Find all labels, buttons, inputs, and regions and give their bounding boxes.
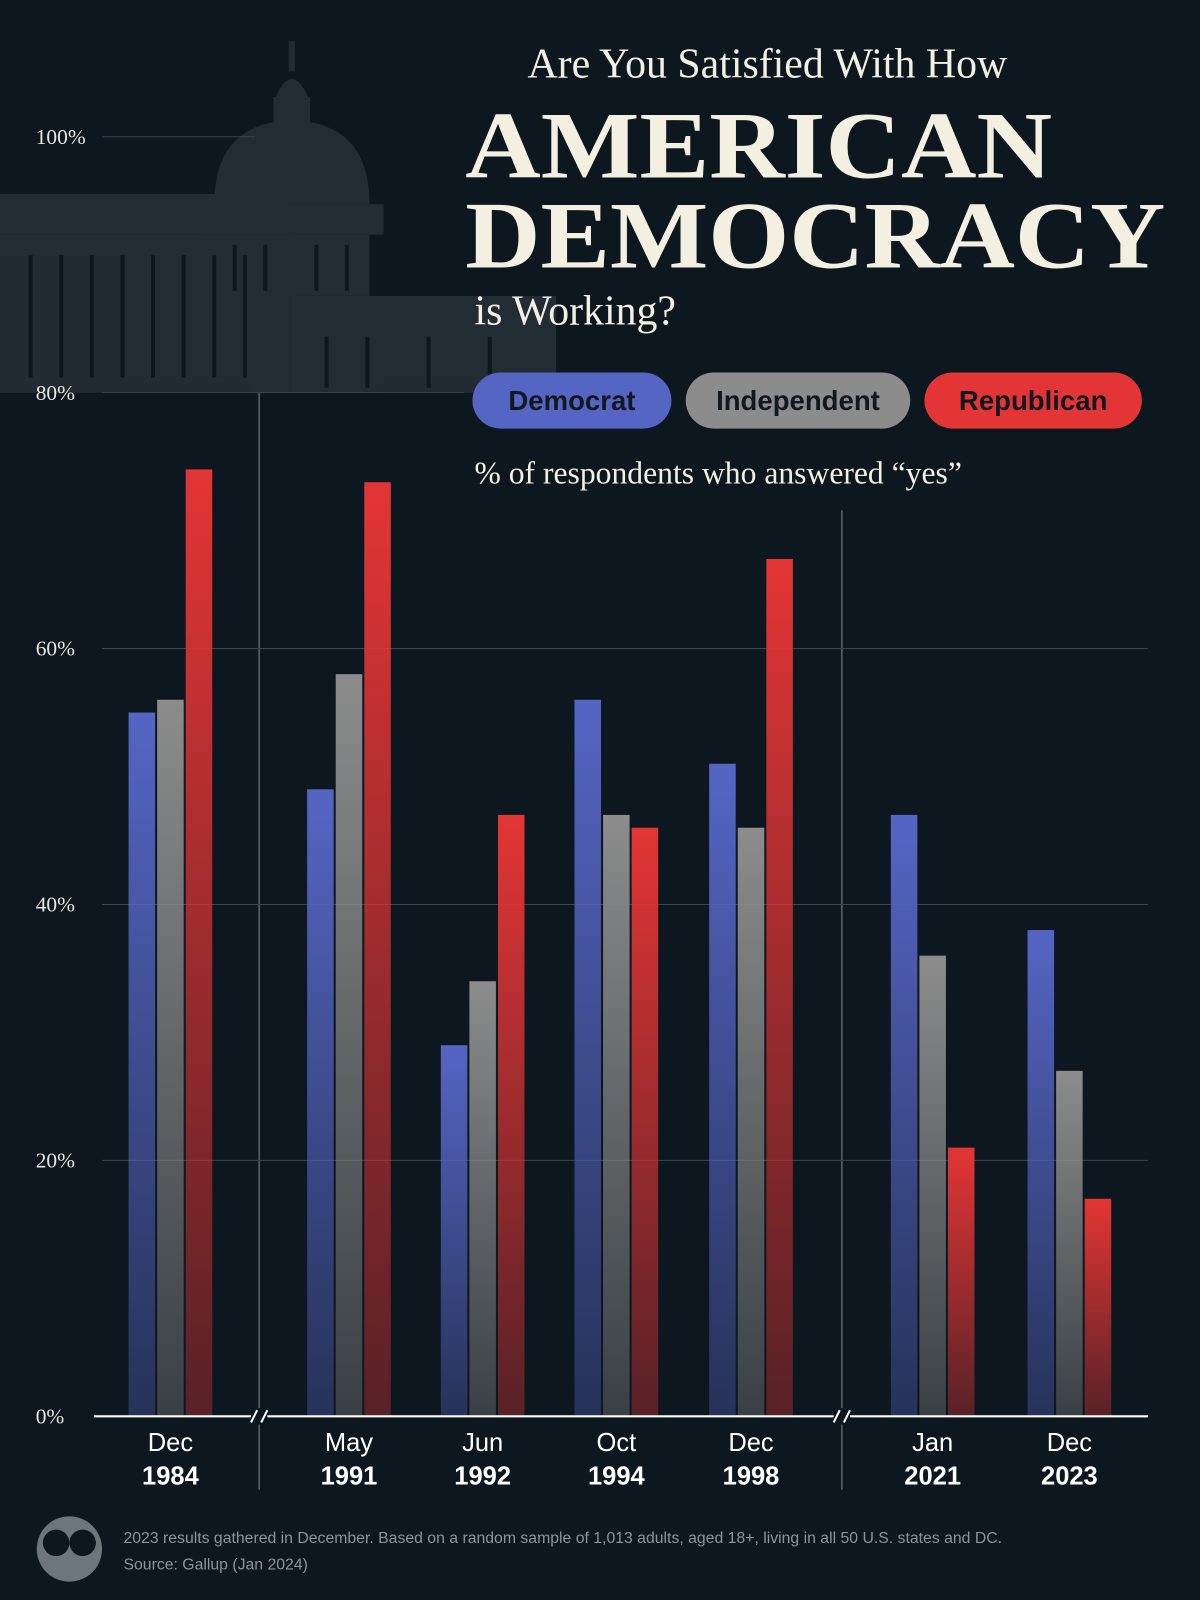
x-tick-label: Oct: [596, 1429, 636, 1457]
kicker: Are You Satisfied With How: [527, 42, 1008, 88]
y-tick-label: 40%: [36, 893, 75, 917]
x-tick-label: Jun: [462, 1429, 503, 1457]
y-tick-label: 0%: [36, 1404, 65, 1428]
x-tick-label: 1998: [723, 1463, 780, 1491]
axis-break: [842, 1409, 851, 1423]
legend-label: Republican: [959, 385, 1107, 416]
bar: [364, 482, 391, 1417]
footnote: 2023 results gathered in December. Based…: [123, 1530, 1002, 1547]
bar: [335, 674, 363, 1417]
bar: [440, 1045, 468, 1417]
bar: [497, 814, 525, 1417]
x-tick-label: 2023: [1041, 1463, 1098, 1491]
title-line: DEMOCRACY: [465, 182, 1165, 288]
bar: [890, 814, 918, 1417]
bar: [185, 469, 213, 1417]
axis-break: [260, 1409, 269, 1423]
legend-label: Independent: [716, 385, 880, 416]
bar: [1027, 930, 1055, 1417]
legend-label: Democrat: [508, 385, 635, 416]
bar: [737, 827, 765, 1417]
y-tick-label: 80%: [36, 381, 75, 405]
bar: [947, 1147, 975, 1417]
logo: [36, 1516, 103, 1582]
bar: [709, 763, 736, 1417]
axis-break: [250, 1409, 259, 1423]
bar: [631, 827, 659, 1417]
bar: [1056, 1070, 1083, 1417]
title-line: AMERICAN: [465, 93, 1052, 199]
x-tick-label: May: [325, 1429, 373, 1457]
y-tick-label: 60%: [36, 637, 75, 661]
source: Source: Gallup (Jan 2024): [123, 1556, 307, 1573]
bar: [603, 814, 630, 1417]
bar: [469, 981, 496, 1417]
bar: [307, 789, 334, 1417]
capitol-columns: [28, 244, 492, 388]
x-tick-label: 1992: [454, 1463, 511, 1491]
bar: [157, 699, 184, 1417]
x-tick-label: 1991: [321, 1463, 378, 1491]
bar: [1084, 1198, 1112, 1417]
axis-break: [832, 1409, 841, 1423]
title-end: is Working?: [474, 288, 676, 334]
bar: [128, 712, 156, 1417]
x-tick-label: 1984: [142, 1463, 200, 1491]
legend-pill: [685, 372, 911, 429]
bar: [574, 699, 602, 1417]
legend-pill: [472, 372, 672, 429]
legend-pill: [924, 372, 1142, 429]
x-tick-label: 1994: [588, 1463, 646, 1491]
x-tick-label: 2021: [904, 1463, 961, 1491]
bar: [919, 955, 946, 1417]
bar: [766, 559, 793, 1417]
x-tick-label: Dec: [148, 1429, 194, 1457]
subtitle: % of respondents who answered “yes”: [474, 456, 961, 491]
y-tick-label: 20%: [36, 1149, 75, 1173]
x-tick-label: Dec: [728, 1429, 774, 1457]
y-tick-label: 100%: [36, 125, 86, 149]
x-tick-label: Dec: [1047, 1429, 1093, 1457]
x-tick-label: Jan: [912, 1429, 953, 1457]
